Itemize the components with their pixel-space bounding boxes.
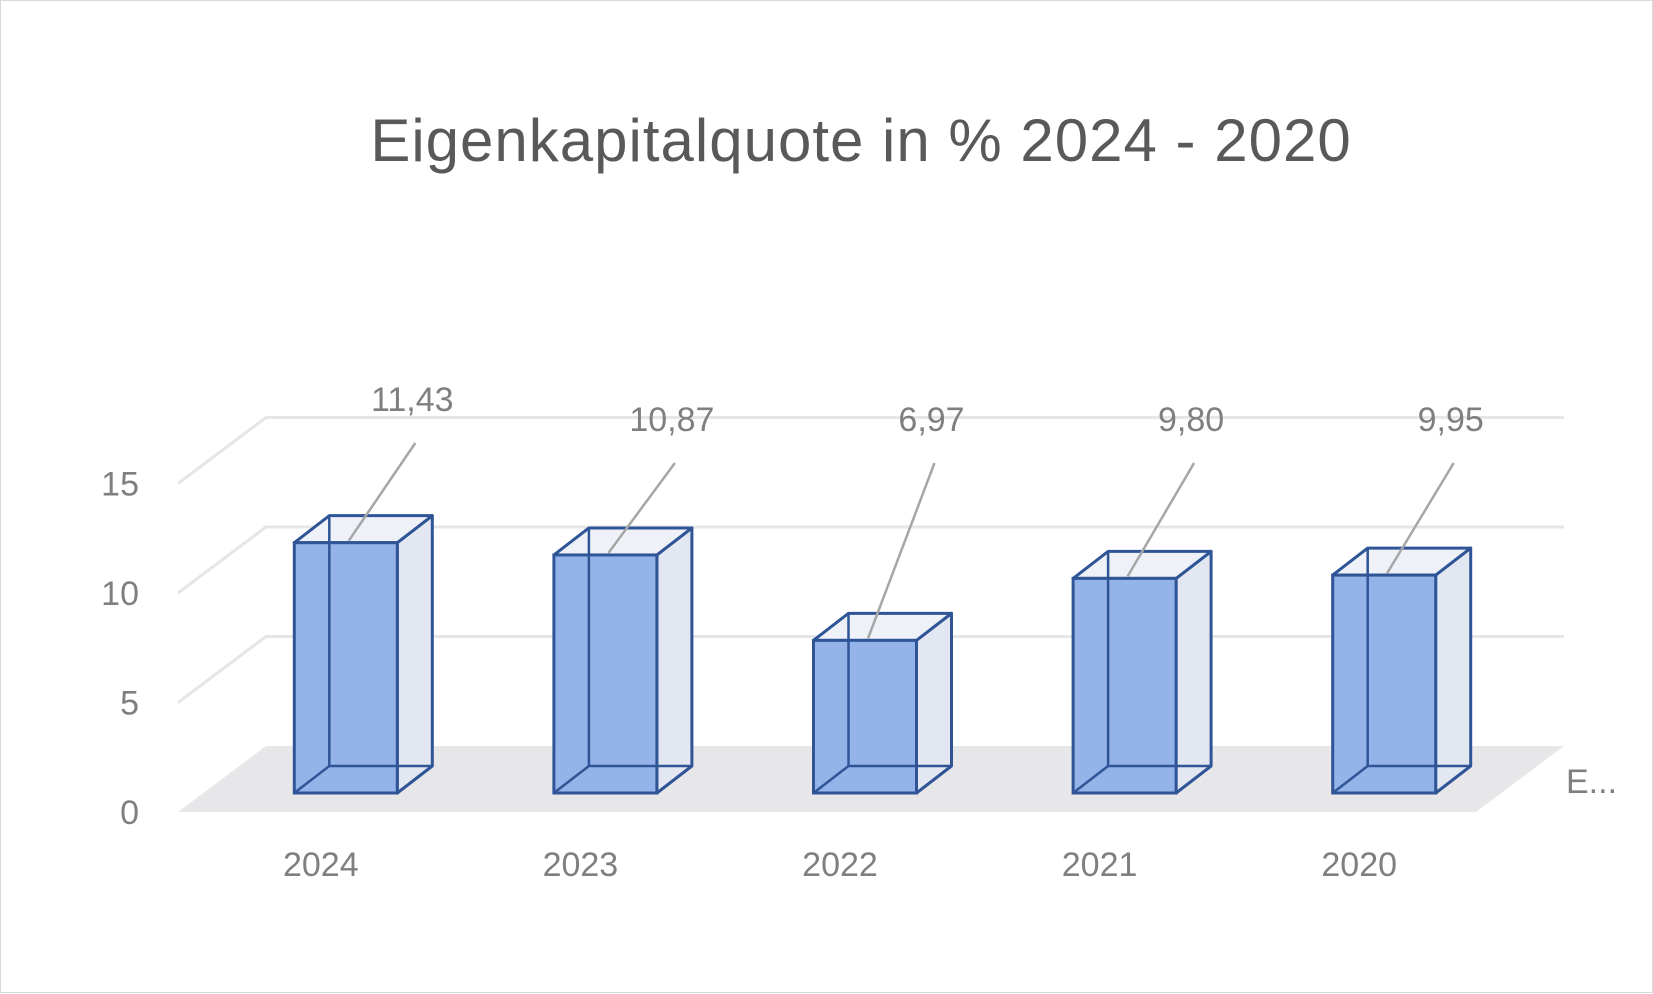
y-tick-label: 10	[101, 575, 139, 613]
leader-line	[347, 442, 417, 542]
bar-2021	[1071, 549, 1213, 795]
bar-2023	[552, 526, 694, 795]
x-axis: 2024 2023 2022 2021 2020	[283, 846, 1397, 884]
bar-side-face	[655, 526, 694, 795]
bar-2020	[1331, 546, 1473, 795]
y-tick-label: 15	[101, 466, 139, 504]
bar-side-face	[395, 514, 434, 795]
x-tick-label: 2021	[1062, 846, 1138, 884]
data-label: 9,80	[1158, 401, 1224, 439]
bar-2022	[812, 611, 953, 795]
x-tick-label: 2022	[802, 846, 878, 884]
data-label: 11,43	[371, 381, 454, 419]
gridline	[177, 416, 1564, 485]
leader-line	[1386, 462, 1455, 574]
bar-front-face	[552, 553, 659, 795]
bar-front-face	[1331, 573, 1438, 795]
x-tick-label: 2023	[543, 846, 619, 884]
leader-line	[607, 462, 676, 554]
y-tick-label: 5	[120, 685, 139, 723]
y-tick-label: 0	[120, 794, 139, 832]
x-tick-label: 2020	[1321, 846, 1397, 884]
bar-side-face	[1434, 546, 1473, 795]
depth-axis-label: E...	[1566, 763, 1617, 801]
leader-line	[1126, 462, 1196, 578]
gridline	[177, 525, 1564, 595]
data-label: 9,95	[1418, 401, 1484, 439]
data-labels: 11,43 10,87 6,97 9,80 9,95	[347, 381, 1484, 639]
bar-front-face	[292, 541, 399, 795]
chart-title: Eigenkapitalquote in % 2024 - 2020	[370, 107, 1351, 174]
data-label: 6,97	[898, 401, 964, 439]
bar-front-face	[1071, 576, 1178, 795]
bar-2024	[292, 514, 434, 795]
bars	[292, 514, 1473, 795]
y-axis: 0 5 10 15	[101, 466, 139, 833]
data-label: 10,87	[629, 401, 714, 439]
bar-side-face	[1174, 549, 1213, 795]
bar-front-face	[812, 638, 918, 795]
x-tick-label: 2024	[283, 846, 359, 884]
leader-line	[866, 462, 936, 639]
